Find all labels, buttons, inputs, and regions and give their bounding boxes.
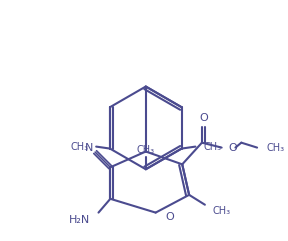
Text: N: N bbox=[85, 143, 93, 153]
Text: CH₃: CH₃ bbox=[70, 142, 88, 152]
Text: O: O bbox=[228, 143, 237, 153]
Text: CH₃: CH₃ bbox=[267, 143, 285, 153]
Text: O: O bbox=[200, 113, 208, 123]
Text: CH₃: CH₃ bbox=[137, 145, 155, 154]
Text: H₂N: H₂N bbox=[69, 215, 91, 226]
Text: O: O bbox=[166, 212, 174, 221]
Text: CH₃: CH₃ bbox=[213, 206, 231, 216]
Text: CH₃: CH₃ bbox=[203, 142, 221, 152]
